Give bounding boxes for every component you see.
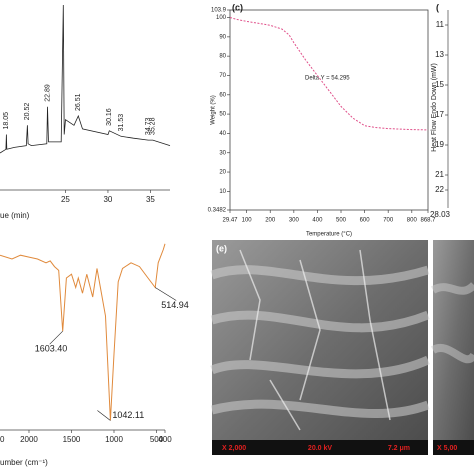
x-tick-label: 35	[146, 195, 155, 204]
x-tick-label: 2000	[20, 435, 38, 444]
y-tick-label: 19	[435, 140, 444, 149]
data-line	[0, 4, 171, 154]
peak-label: 22.89	[44, 84, 51, 102]
x-tick-label: 30	[103, 195, 112, 204]
peak-label: 514.94	[161, 300, 189, 310]
x-tick-label: 400	[158, 435, 172, 444]
x-tick-label: 500	[336, 218, 347, 224]
x-tick-label: 28.03	[430, 210, 451, 219]
scale-bar-text: X 5,00	[437, 445, 457, 452]
sem-image	[430, 240, 474, 455]
x-tick-label: 0	[0, 435, 5, 444]
x-tick-label: 600	[360, 218, 371, 224]
y-tick-label: 20	[219, 170, 226, 176]
annotation: Delta Y = 54.295	[305, 76, 350, 82]
x-tick-label: 300	[289, 218, 300, 224]
y-axis-label: Weight (%)	[211, 95, 217, 125]
scale-bar-text: 7.2 μm	[388, 445, 410, 452]
peak-label: 20.52	[24, 103, 31, 121]
y-tick-label: 60	[219, 92, 226, 98]
peak-label: 1603.40	[35, 344, 68, 354]
y-tick-label: 21	[435, 170, 444, 179]
scale-bar-text: X 2,000	[222, 445, 246, 452]
panel-title: (	[436, 2, 439, 12]
y-tick-label: 17	[435, 110, 444, 119]
x-tick-label: 700	[383, 218, 394, 224]
peak-label: 30.16	[106, 108, 113, 126]
peak-label: 18.05	[3, 112, 10, 130]
plot-frame	[229, 9, 429, 211]
x-axis-label: umber (cm⁻¹)	[0, 458, 48, 467]
y-tick-label: 90	[219, 34, 226, 40]
y-tick-label: 50	[219, 112, 226, 118]
peak-label: 1042.11	[112, 410, 144, 420]
y-tick-label: 0.3482	[208, 208, 227, 214]
x-tick-label: 25	[61, 195, 70, 204]
x-tick-label: 500	[150, 435, 164, 444]
scale-bar-text: 20.0 kV	[308, 445, 332, 452]
y-tick-label: 103.9	[211, 8, 227, 14]
peak-label: 31.53	[118, 114, 125, 132]
image-label: (e)	[216, 243, 227, 253]
peak-label: 26.51	[75, 93, 82, 111]
y-tick-label: 100	[216, 15, 227, 21]
x-tick-label: 200	[265, 218, 276, 224]
y-tick-label: 30	[219, 150, 226, 156]
leader-line	[155, 287, 177, 301]
y-tick-label: 10	[219, 189, 226, 195]
y-tick-label: 70	[219, 73, 226, 79]
x-tick-label: 800	[407, 218, 418, 224]
x-tick-label: 400	[312, 218, 323, 224]
y-tick-label: 22	[435, 185, 444, 194]
leader-line	[49, 330, 63, 345]
x-tick-label: 1500	[63, 435, 81, 444]
data-line	[0, 243, 166, 421]
y-tick-label: 11	[436, 20, 445, 29]
peak-label: 35.28	[150, 117, 157, 135]
sem-image	[210, 240, 430, 455]
x-axis-label: Temperature (°C)	[306, 232, 352, 238]
panel-title: (c)	[232, 2, 243, 12]
y-axis-label: Heat Flow Endo Down (mW)	[431, 63, 438, 152]
x-axis-label: ue (min)	[0, 211, 30, 220]
x-tick-label: 100	[242, 218, 253, 224]
peak-label: 34.73	[145, 117, 152, 135]
x-tick-label: 868.7	[420, 218, 436, 224]
y-tick-label: 15	[435, 80, 444, 89]
leader-line	[97, 410, 111, 421]
y-tick-label: 40	[219, 131, 226, 137]
data-line	[229, 17, 429, 131]
x-tick-label: 29.47	[222, 218, 238, 224]
y-tick-label: 80	[219, 54, 226, 60]
x-tick-label: 1000	[105, 435, 123, 444]
y-tick-label: 13	[435, 50, 444, 59]
